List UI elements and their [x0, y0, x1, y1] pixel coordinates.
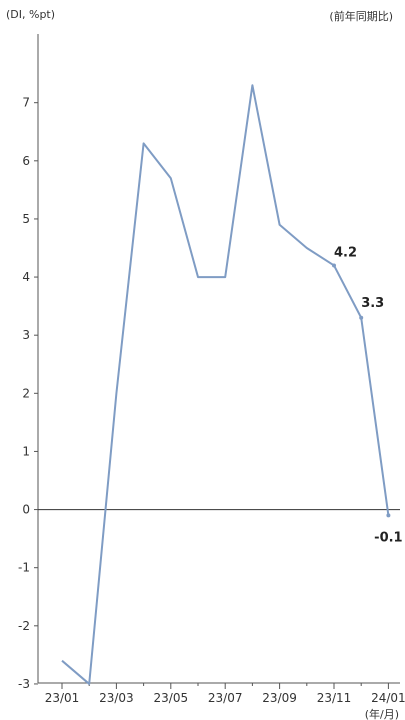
x-axis-unit-label: (年/月) [365, 707, 399, 720]
y-tick-label: 1 [22, 444, 30, 458]
data-label: 3.3 [361, 296, 384, 311]
y-tick-label: -3 [18, 677, 30, 691]
y-tick-labels: 7 6 5 4 3 2 1 0 -1 -2 -3 [18, 96, 38, 691]
data-point-marker [386, 513, 391, 518]
x-tick-labels: 23/01 23/03 23/05 23/07 23/09 23/11 24/01 (年/月) [45, 683, 405, 720]
x-tick-label: 23/11 [317, 691, 352, 705]
data-point-marker [332, 263, 336, 268]
x-tick-label: 23/01 [45, 691, 80, 705]
y-tick-label: 7 [22, 96, 30, 110]
data-label: -0.1 [374, 530, 402, 545]
x-tick-label: 23/05 [154, 691, 189, 705]
x-tick-label: 23/09 [262, 691, 297, 705]
comparison-note-label: (前年同期比) [329, 10, 393, 23]
y-tick-label: 0 [22, 503, 30, 517]
y-tick-label: 2 [22, 386, 30, 400]
y-tick-label: 5 [22, 212, 30, 226]
data-label: 4.2 [334, 245, 357, 260]
y-tick-label: 6 [22, 154, 30, 168]
x-tick-label: 23/07 [208, 691, 243, 705]
y-tick-label: -2 [18, 619, 30, 633]
x-tick-label: 23/03 [99, 691, 134, 705]
series-layer [61, 84, 390, 685]
data-labels: 4.2 3.3 -0.1 [332, 245, 403, 545]
y-tick-label: -1 [18, 561, 30, 575]
x-tick-label: 24/01 [371, 691, 405, 705]
chart-axes [37, 34, 400, 684]
y-axis-unit-label: (DI, %pt) [6, 8, 56, 21]
data-point-marker [359, 315, 364, 320]
y-tick-label: 3 [22, 328, 30, 342]
y-tick-label: 4 [22, 270, 30, 284]
series-line [61, 84, 390, 685]
